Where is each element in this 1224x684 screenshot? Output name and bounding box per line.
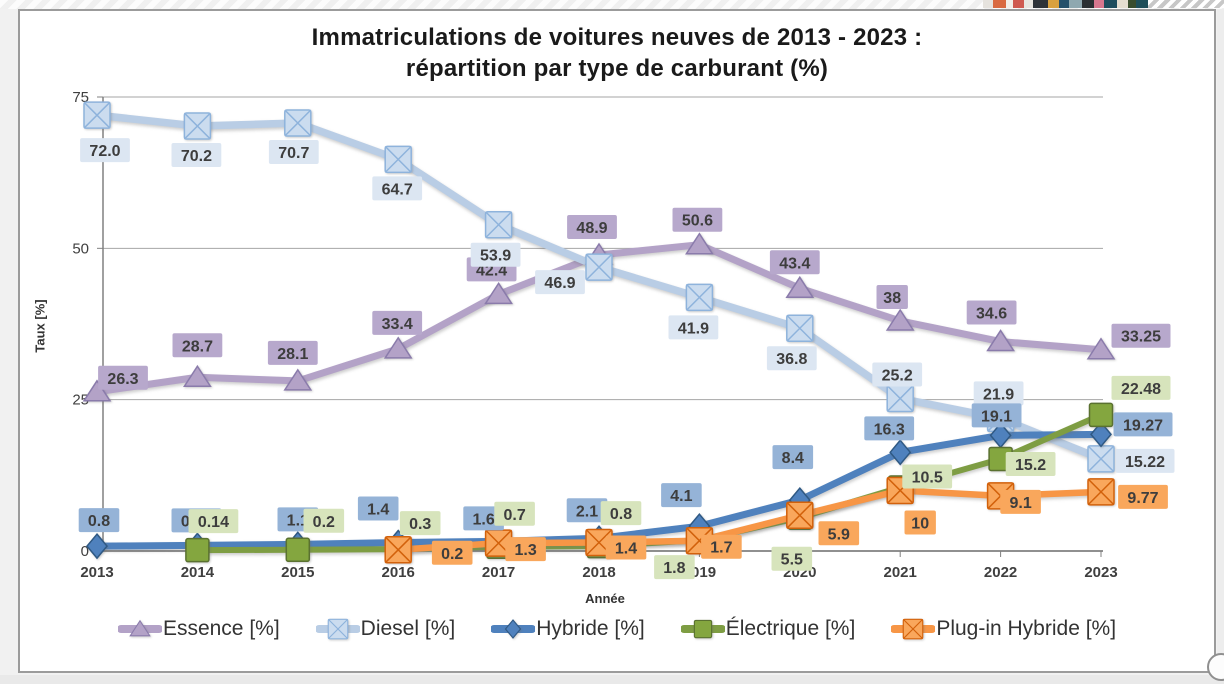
marker-triangle bbox=[129, 619, 151, 637]
background-fragment bbox=[1082, 0, 1094, 8]
background-fragment bbox=[1024, 0, 1033, 8]
background-fragment bbox=[1094, 0, 1104, 8]
y-axis-title: Taux [%] bbox=[32, 299, 48, 353]
background-fragment bbox=[1117, 0, 1128, 8]
background-fragment bbox=[1006, 0, 1013, 8]
background-icon-fragments bbox=[983, 0, 1136, 8]
background-bottom-margin bbox=[0, 675, 1224, 684]
legend-marker-essence-icon bbox=[117, 619, 162, 637]
x-axis-title: Année bbox=[585, 591, 625, 606]
marker-x-lines bbox=[903, 618, 924, 640]
background-fragment bbox=[1104, 0, 1117, 8]
background-right-margin bbox=[1217, 9, 1224, 675]
background-fragment bbox=[1059, 0, 1069, 8]
legend-item-plug-in-hybride: Plug-in Hybride [%] bbox=[891, 615, 1116, 643]
chart-title: Immatriculations de voitures neuves de 2… bbox=[20, 22, 1214, 84]
background-arc bbox=[1207, 653, 1224, 681]
legend-item-essence: Essence [%] bbox=[117, 615, 280, 643]
background-fragment bbox=[993, 0, 1006, 8]
background-fragment bbox=[1128, 0, 1136, 8]
background-teal-fragment bbox=[1136, 0, 1148, 8]
legend-marker-plug-in-hybride-icon bbox=[891, 618, 936, 640]
legend-label-hybride: Hybride [%] bbox=[536, 617, 645, 640]
background-fragment bbox=[983, 0, 993, 8]
legend-label-plug-in-hybride: Plug-in Hybride [%] bbox=[936, 617, 1117, 640]
chart-window: Immatriculations de voitures neuves de 2… bbox=[18, 9, 1216, 673]
background-fragment bbox=[1048, 0, 1059, 8]
marker-square bbox=[693, 619, 712, 639]
legend-item-hybride: Hybride [%] bbox=[491, 615, 645, 643]
marker-x-lines bbox=[327, 618, 348, 640]
marker-diamond bbox=[504, 619, 522, 639]
chart-title-line2: répartition par type de carburant (%) bbox=[405, 55, 829, 82]
background-top-strip bbox=[0, 0, 1224, 9]
background-fragment bbox=[1013, 0, 1024, 8]
background-fragment bbox=[1069, 0, 1082, 8]
legend-marker-hybride-icon bbox=[491, 619, 536, 639]
legend-item-diesel: Diesel [%] bbox=[315, 615, 456, 643]
background-diagonal-stripes bbox=[1148, 0, 1224, 8]
legend-label-essence: Essence [%] bbox=[162, 617, 280, 640]
background-fragment bbox=[1033, 0, 1048, 8]
chart-title-line1: Immatriculations de voitures neuves de 2… bbox=[311, 24, 923, 51]
legend-label-electrique: Électrique [%] bbox=[725, 617, 856, 640]
legend-item-electrique: Électrique [%] bbox=[680, 615, 856, 643]
chart-legend: Essence [%] Diesel [%] Hybride [%] Électriq… bbox=[20, 615, 1214, 643]
legend-label-diesel: Diesel [%] bbox=[360, 617, 456, 640]
legend-marker-electrique-icon bbox=[680, 619, 725, 639]
legend-marker-diesel-icon bbox=[315, 618, 360, 640]
